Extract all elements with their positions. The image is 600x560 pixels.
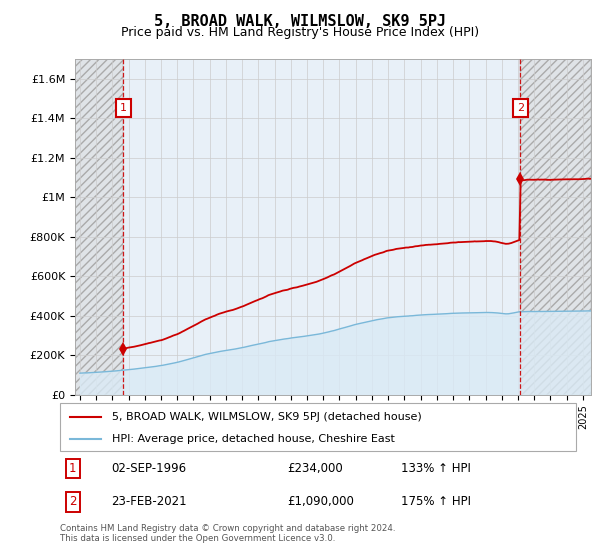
Text: 02-SEP-1996: 02-SEP-1996 — [112, 462, 187, 475]
Text: 133% ↑ HPI: 133% ↑ HPI — [401, 462, 470, 475]
Bar — [520, 59, 591, 395]
FancyBboxPatch shape — [60, 403, 576, 451]
Text: 1: 1 — [119, 103, 127, 113]
Text: 2: 2 — [69, 496, 77, 508]
Text: 5, BROAD WALK, WILMSLOW, SK9 5PJ: 5, BROAD WALK, WILMSLOW, SK9 5PJ — [154, 14, 446, 29]
Bar — [520, 59, 591, 395]
Text: £1,090,000: £1,090,000 — [287, 496, 354, 508]
Text: £234,000: £234,000 — [287, 462, 343, 475]
Text: 5, BROAD WALK, WILMSLOW, SK9 5PJ (detached house): 5, BROAD WALK, WILMSLOW, SK9 5PJ (detach… — [112, 412, 421, 422]
Text: Contains HM Land Registry data © Crown copyright and database right 2024.
This d: Contains HM Land Registry data © Crown c… — [60, 524, 395, 543]
Text: Price paid vs. HM Land Registry's House Price Index (HPI): Price paid vs. HM Land Registry's House … — [121, 26, 479, 39]
Text: 2: 2 — [517, 103, 524, 113]
Text: 175% ↑ HPI: 175% ↑ HPI — [401, 496, 470, 508]
Bar — [75, 59, 123, 395]
Text: 23-FEB-2021: 23-FEB-2021 — [112, 496, 187, 508]
Text: 1: 1 — [69, 462, 77, 475]
Bar — [75, 59, 123, 395]
Text: HPI: Average price, detached house, Cheshire East: HPI: Average price, detached house, Ches… — [112, 434, 394, 444]
